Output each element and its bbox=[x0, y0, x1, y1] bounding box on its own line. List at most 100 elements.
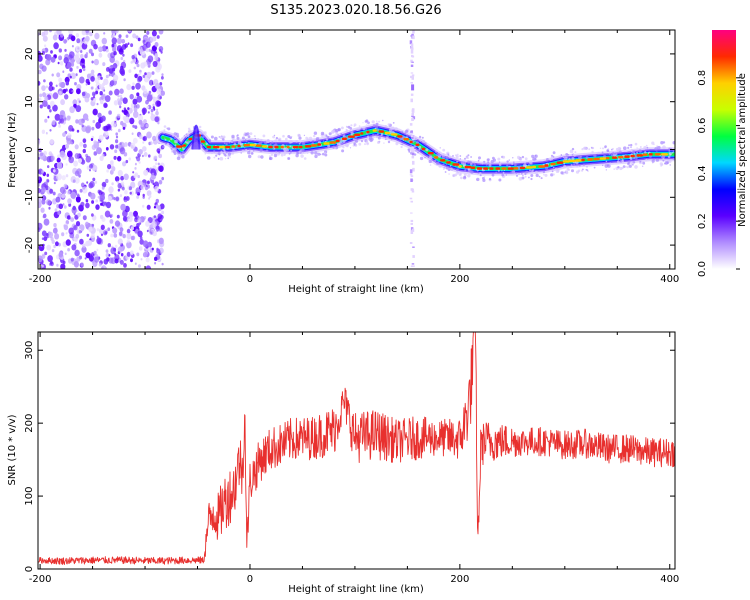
ridge-speck bbox=[275, 150, 278, 153]
spike-fragment bbox=[410, 82, 413, 84]
ridge-speck bbox=[295, 140, 298, 143]
spike-fragment bbox=[410, 200, 413, 203]
spike-fragment bbox=[410, 265, 414, 267]
ridge-speck bbox=[467, 174, 471, 178]
ridge-speck bbox=[407, 148, 411, 152]
ridge-speck bbox=[272, 135, 275, 139]
spectrogram-panel: -200 0 200 400 -20 -10 0 10 20 Height of straigh… bbox=[7, 29, 679, 295]
ridge-speck bbox=[217, 152, 221, 156]
ridge-speck bbox=[542, 170, 546, 174]
ridge-peak bbox=[495, 167, 501, 170]
ridge-peak bbox=[305, 145, 312, 148]
ridge-speck bbox=[571, 169, 574, 173]
ridge-speck bbox=[165, 143, 167, 145]
ridge-speck bbox=[323, 140, 325, 142]
ridge-speck bbox=[519, 158, 522, 161]
ridge-speck bbox=[164, 137, 166, 139]
spike-peak bbox=[411, 84, 415, 91]
ridge-speck bbox=[187, 127, 191, 130]
ridge-speck bbox=[220, 150, 223, 153]
spike-fragment bbox=[411, 47, 414, 50]
ridge-speck bbox=[206, 148, 209, 151]
ridge-speck bbox=[617, 166, 620, 169]
ridge-speck bbox=[619, 147, 622, 150]
spike-fragment bbox=[410, 43, 414, 48]
ridge-speck bbox=[609, 162, 612, 165]
ridge-peak bbox=[366, 130, 370, 134]
spike-fragment bbox=[411, 146, 414, 150]
ridge-speck bbox=[588, 148, 591, 151]
ridge-speck bbox=[218, 136, 221, 138]
ridge-speck bbox=[662, 145, 666, 149]
y-tick-label: -20 bbox=[24, 237, 35, 253]
snr-xlabel: Height of straight line (km) bbox=[288, 584, 424, 595]
ridge-speck bbox=[303, 157, 307, 160]
ridge-speck bbox=[630, 150, 633, 153]
ridge-speck bbox=[628, 164, 632, 168]
ridge-speck bbox=[223, 150, 226, 153]
ridge-speck bbox=[290, 149, 292, 152]
ridge-peak bbox=[403, 138, 409, 141]
ridge-speck bbox=[315, 137, 319, 141]
ridge-speck bbox=[377, 136, 381, 140]
ridge-speck bbox=[365, 140, 369, 143]
ridge-speck bbox=[265, 149, 269, 152]
ridge-peak bbox=[470, 166, 476, 169]
ridge-speck bbox=[515, 172, 518, 174]
ridge-speck bbox=[298, 142, 301, 145]
spectrogram-ylabel: Frequency (Hz) bbox=[7, 112, 18, 188]
ridge-speck bbox=[633, 152, 636, 155]
ridge-speck bbox=[524, 157, 528, 161]
ridge-speck bbox=[173, 136, 176, 139]
ridge-speck bbox=[642, 165, 644, 167]
ridge-speck bbox=[601, 151, 604, 154]
ridge-speck bbox=[240, 143, 242, 145]
ridge-speck bbox=[400, 143, 402, 146]
ridge-speck bbox=[297, 133, 301, 137]
x-tick-label: 0 bbox=[247, 574, 253, 585]
ridge-speck bbox=[419, 156, 424, 161]
ridge-speck bbox=[560, 154, 562, 156]
ridge-speck bbox=[444, 171, 447, 173]
ridge-speck bbox=[244, 139, 247, 141]
ridge-peak bbox=[323, 142, 330, 145]
ridge-speck bbox=[181, 155, 185, 159]
ridge-speck bbox=[302, 142, 306, 146]
frequency-ridge bbox=[155, 119, 675, 182]
ridge-speck bbox=[455, 168, 459, 172]
ridge-speck bbox=[510, 171, 513, 174]
spike-fragment bbox=[411, 74, 415, 77]
ridge-speck bbox=[622, 165, 626, 168]
ridge-speck bbox=[320, 131, 325, 136]
snr-panel: -200 0 200 400 0 100 200 300 Height of straight… bbox=[7, 331, 679, 595]
ridge-speck bbox=[247, 135, 251, 139]
ridge-speck bbox=[585, 168, 588, 171]
ridge-speck bbox=[433, 159, 437, 163]
ridge-speck bbox=[593, 154, 597, 158]
ridge-speck bbox=[424, 156, 426, 159]
snr-line bbox=[38, 332, 675, 565]
colorbar-tick-label: 0.8 bbox=[697, 70, 708, 86]
ridge-speck bbox=[579, 164, 581, 167]
ridge-speck bbox=[502, 155, 506, 159]
ridge-speck bbox=[245, 148, 248, 151]
ridge-speck bbox=[498, 178, 502, 182]
ridge-speck bbox=[669, 152, 671, 154]
ridge-speck bbox=[394, 127, 398, 131]
ridge-peak bbox=[292, 145, 299, 149]
ridge-peak bbox=[513, 167, 519, 170]
ridge-speck bbox=[435, 151, 437, 153]
ridge-speck bbox=[645, 144, 648, 147]
ridge-speck bbox=[623, 146, 627, 150]
ridge-speck bbox=[479, 174, 482, 177]
ridge-speck bbox=[168, 140, 171, 142]
ridge-speck bbox=[210, 151, 213, 155]
ridge-peak bbox=[415, 143, 420, 146]
ridge-speck bbox=[173, 152, 177, 155]
ridge-speck bbox=[169, 144, 173, 148]
ridge-speck bbox=[668, 150, 670, 152]
ridge-speck bbox=[380, 133, 384, 136]
ridge-speck bbox=[377, 133, 379, 135]
ridge-peak bbox=[311, 144, 317, 147]
ridge-speck bbox=[605, 169, 607, 171]
